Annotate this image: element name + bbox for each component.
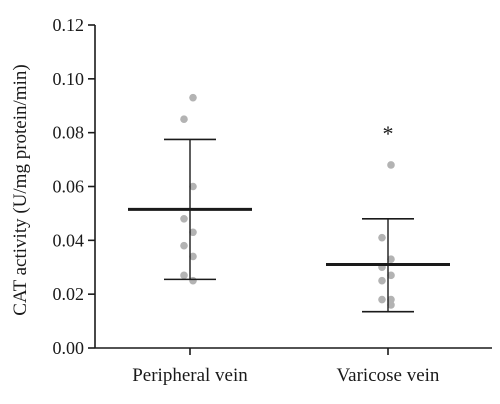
data-point bbox=[378, 295, 386, 304]
axes: 0.00 0.02 0.04 0.06 0.08 0.10 0.12 Peripheral v… bbox=[53, 15, 492, 386]
data-point bbox=[378, 233, 386, 242]
data-point bbox=[180, 115, 188, 124]
data-point bbox=[180, 215, 188, 223]
y-axis-label: CAT activity (U/mg protein/min) bbox=[10, 64, 31, 315]
y-tick-label: 0.08 bbox=[53, 123, 85, 143]
y-tick-label: 0.04 bbox=[53, 230, 85, 250]
data-point bbox=[189, 228, 197, 237]
data-point bbox=[387, 295, 395, 304]
data-point bbox=[180, 241, 188, 250]
data-point bbox=[180, 271, 188, 280]
y-tick-label: 0.12 bbox=[53, 15, 85, 35]
data-point bbox=[387, 161, 395, 169]
group-peripheral-vein bbox=[128, 93, 252, 285]
significance-marker: * bbox=[383, 121, 394, 146]
data-point bbox=[189, 93, 197, 102]
data-point bbox=[387, 301, 395, 309]
data-point bbox=[189, 182, 197, 191]
y-tick-label: 0.02 bbox=[53, 284, 85, 304]
y-tick-label: 0.06 bbox=[53, 177, 85, 197]
data-point bbox=[378, 276, 386, 285]
x-tick-label: Varicose vein bbox=[337, 365, 440, 386]
y-tick-label: 0.00 bbox=[53, 338, 85, 358]
y-tick-label: 0.10 bbox=[53, 69, 85, 89]
x-tick-label: Peripheral vein bbox=[132, 365, 248, 386]
marks: * bbox=[128, 93, 450, 313]
data-point bbox=[189, 252, 197, 261]
data-point bbox=[387, 255, 395, 263]
group-varicose-vein: * bbox=[326, 121, 450, 313]
data-point bbox=[387, 271, 395, 280]
